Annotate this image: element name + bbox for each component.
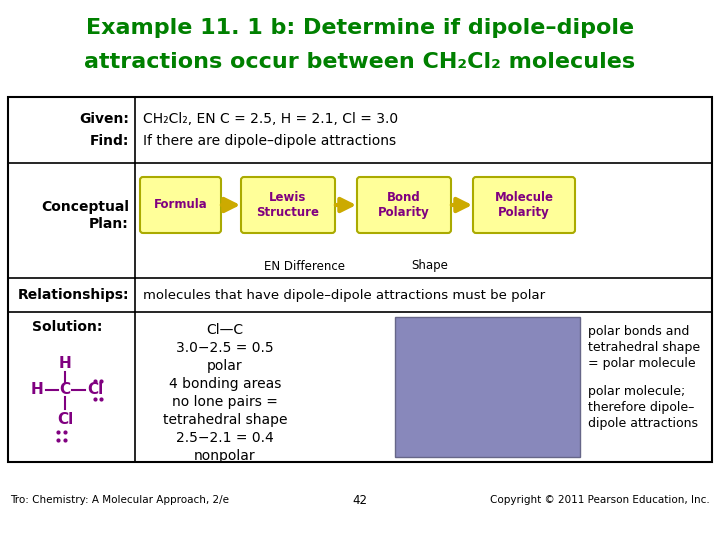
Text: 42: 42 [353, 494, 367, 507]
Bar [8, 97, 712, 462]
Text: polar molecule;: polar molecule; [588, 386, 685, 399]
Text: tetrahedral shape: tetrahedral shape [163, 413, 287, 427]
Text: Conceptual
Plan:: Conceptual Plan: [41, 200, 129, 231]
Text: Given:: Given: [79, 112, 129, 126]
Text: nonpolar: nonpolar [194, 449, 256, 463]
Text: dipole attractions: dipole attractions [588, 417, 698, 430]
Text: Bond
Polarity: Bond Polarity [378, 191, 430, 219]
Text: Lewis
Structure: Lewis Structure [256, 191, 320, 219]
Text: Solution:: Solution: [32, 320, 103, 334]
Text: CH₂Cl₂, EN C = 2.5, H = 2.1, Cl = 3.0: CH₂Cl₂, EN C = 2.5, H = 2.1, Cl = 3.0 [143, 112, 398, 126]
Text: Molecule
Polarity: Molecule Polarity [495, 191, 554, 219]
Text: H: H [31, 382, 43, 397]
Text: = polar molecule: = polar molecule [588, 357, 696, 370]
Text: Cl: Cl [87, 382, 103, 397]
Text: Tro: Chemistry: A Molecular Approach, 2/e: Tro: Chemistry: A Molecular Approach, 2/… [10, 495, 229, 505]
Text: Cl: Cl [57, 413, 73, 428]
Text: molecules that have dipole–dipole attractions must be polar: molecules that have dipole–dipole attrac… [143, 288, 545, 301]
FancyBboxPatch shape [140, 177, 221, 233]
Text: Relationships:: Relationships: [17, 288, 129, 302]
FancyBboxPatch shape [241, 177, 335, 233]
Text: 3.0−2.5 = 0.5: 3.0−2.5 = 0.5 [176, 341, 274, 355]
Text: Formula: Formula [153, 199, 207, 212]
Text: If there are dipole–dipole attractions: If there are dipole–dipole attractions [143, 134, 396, 148]
Text: tetrahedral shape: tetrahedral shape [588, 341, 700, 354]
Text: Find:: Find: [89, 134, 129, 148]
Text: Shape: Shape [412, 260, 449, 273]
Text: Cl—C: Cl—C [207, 323, 243, 337]
Text: Example 11. 1 b: Determine if dipole–dipole: Example 11. 1 b: Determine if dipole–dip… [86, 18, 634, 38]
Text: attractions occur between CH₂Cl₂ molecules: attractions occur between CH₂Cl₂ molecul… [84, 52, 636, 72]
Text: 4 bonding areas: 4 bonding areas [168, 377, 282, 391]
Bar [395, 317, 580, 457]
Text: EN Difference: EN Difference [264, 260, 346, 273]
Text: polar bonds and: polar bonds and [588, 326, 689, 339]
Text: therefore dipole–: therefore dipole– [588, 402, 694, 415]
Text: C: C [60, 382, 71, 397]
FancyBboxPatch shape [473, 177, 575, 233]
Text: no lone pairs =: no lone pairs = [172, 395, 278, 409]
Text: H: H [58, 356, 71, 372]
FancyBboxPatch shape [357, 177, 451, 233]
Text: Copyright © 2011 Pearson Education, Inc.: Copyright © 2011 Pearson Education, Inc. [490, 495, 710, 505]
Text: 2.5−2.1 = 0.4: 2.5−2.1 = 0.4 [176, 431, 274, 445]
Text: polar: polar [207, 359, 243, 373]
